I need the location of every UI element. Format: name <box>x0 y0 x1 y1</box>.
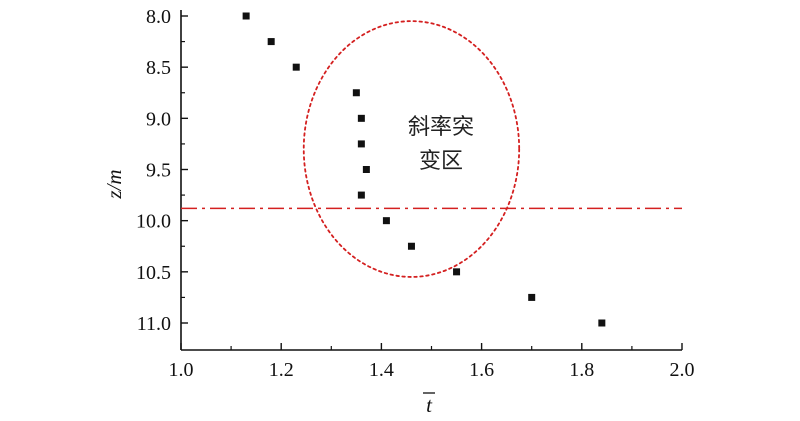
x-axis-ticks: 1.0 1.2 1.4 1.6 1.8 2.0 <box>169 343 695 381</box>
data-point <box>357 191 365 199</box>
data-point <box>357 114 365 122</box>
y-axis-title: z/m <box>102 169 126 199</box>
x-tick-label: 1.4 <box>369 359 394 381</box>
annotation-line-1: 斜率突 <box>408 115 474 140</box>
data-point <box>267 38 275 46</box>
y-tick-label: 8.0 <box>146 6 171 28</box>
annotation: 斜率突 变区 <box>408 115 474 174</box>
y-tick-label: 10.5 <box>136 262 171 284</box>
data-point <box>528 293 536 301</box>
x-tick-label: 1.6 <box>469 359 494 381</box>
data-point <box>242 12 250 20</box>
x-axis-title-group: t <box>423 392 435 417</box>
data-points <box>242 12 606 327</box>
y-tick-label: 10.0 <box>136 211 171 233</box>
data-point <box>598 319 606 327</box>
x-tick-label: 1.2 <box>269 359 294 381</box>
data-point <box>382 217 390 225</box>
highlight-ellipse-group <box>302 20 521 278</box>
annotation-line-2: 变区 <box>419 149 463 174</box>
x-axis-title: t <box>426 393 433 417</box>
data-point <box>407 242 415 250</box>
y-tick-label: 8.5 <box>146 57 171 79</box>
y-axis-ticks: 8.0 8.5 9.0 9.5 10.0 10.5 11.0 <box>136 6 188 335</box>
y-tick-label: 11.0 <box>137 313 171 335</box>
x-tick-label: 2.0 <box>670 359 695 381</box>
x-tick-label: 1.0 <box>169 359 194 381</box>
x-tick-label: 1.8 <box>569 359 594 381</box>
data-point <box>292 63 300 71</box>
highlight-ellipse <box>302 20 521 278</box>
y-tick-label: 9.5 <box>146 160 171 182</box>
data-point <box>453 268 461 276</box>
data-point <box>352 89 360 97</box>
data-point <box>357 140 365 148</box>
plot-frame <box>180 10 682 351</box>
y-tick-label: 9.0 <box>146 108 171 130</box>
data-point <box>362 166 370 173</box>
